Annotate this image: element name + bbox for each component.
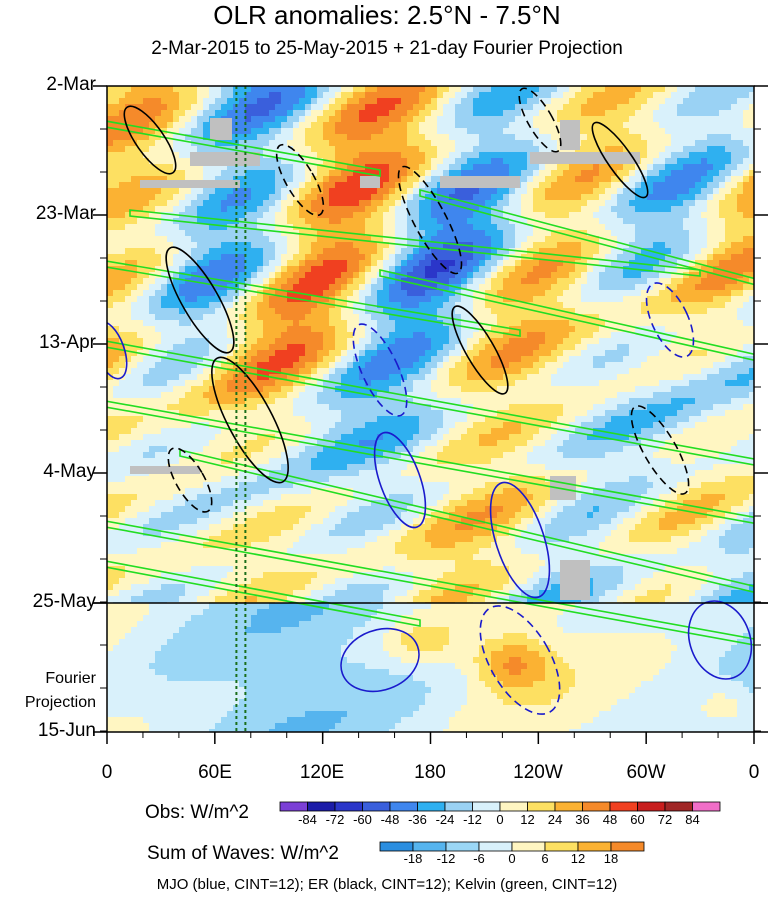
colorbar-tick-label: -6 [473, 851, 485, 866]
colorbar-tick-label: -12 [436, 851, 456, 866]
mjo-contour [373, 431, 427, 529]
colorbar-tick-label: 0 [508, 851, 516, 866]
x-tick-label: 0 [101, 762, 113, 783]
kelvin-contour [379, 269, 754, 361]
observed-olr-field [107, 86, 754, 603]
er-contour [451, 305, 509, 395]
kelvin-contour [107, 120, 381, 177]
colorbars [279, 801, 721, 852]
colorbar-swatch [692, 801, 721, 812]
mjo-contour [340, 627, 420, 693]
colorbar-tick-label: 60 [630, 812, 645, 827]
obs-colorbar-label: Obs: W/m^2 [145, 802, 249, 823]
fourier-label: Fourier [45, 670, 96, 687]
colorbar-swatch [472, 801, 501, 812]
mjo-contour [352, 323, 408, 417]
er-contour [211, 356, 289, 484]
er-contour [397, 165, 463, 275]
colorbar-swatch [478, 841, 513, 852]
colorbar-swatch [412, 841, 447, 852]
colorbar-tick-label: 0 [496, 812, 504, 827]
colorbar-tick-label: -36 [408, 812, 427, 827]
y-tick-label: 25-May [32, 591, 96, 612]
chart-subtitle: 2-Mar-2015 to 25-May-2015 + 21-day Fouri… [151, 38, 623, 59]
colorbar-swatch [527, 801, 556, 812]
mjo-contour [479, 605, 561, 715]
y-tick-label: 15-Jun [37, 720, 96, 741]
er-contour [167, 447, 213, 513]
er-contour [591, 121, 649, 199]
wave-contours [107, 86, 754, 732]
colorbar-swatch [499, 801, 528, 812]
colorbar-tick-label: -48 [380, 812, 400, 827]
mjo-contour [489, 481, 551, 599]
colorbar-swatch [577, 841, 612, 852]
x-tick-label: 120E [299, 762, 345, 783]
kelvin-contour [107, 340, 754, 466]
colorbar-tick-label: -84 [298, 812, 317, 827]
er-contour [275, 143, 325, 217]
kelvin-contour [179, 448, 754, 594]
y-tick-label: 4-May [43, 461, 96, 482]
colorbar-tick-label: 72 [657, 812, 673, 827]
y-tick-label: 13-Apr [38, 332, 96, 353]
x-tick-label: 60E [198, 762, 232, 783]
colorbar-swatch [637, 801, 666, 812]
colorbar-swatch [445, 841, 480, 852]
colorbar-swatch [544, 841, 579, 852]
er-contour [518, 87, 562, 153]
colorbar-swatch [610, 841, 645, 852]
colorbar-tick-label: 18 [603, 851, 619, 866]
colorbar-swatch [334, 801, 363, 812]
kelvin-contour [107, 520, 754, 646]
colorbar-swatch [511, 841, 546, 852]
colorbar-tick-label: 12 [570, 851, 586, 866]
y-tick-label: 23-Mar [35, 203, 96, 224]
chart-title: OLR anomalies: 2.5°N - 7.5°N [213, 0, 561, 30]
colorbar-swatch [664, 801, 693, 812]
kelvin-contour [419, 188, 754, 286]
colorbar-swatch [554, 801, 583, 812]
projected-olr-field [107, 603, 754, 732]
colorbar-tick-label: 48 [602, 812, 618, 827]
kelvin-contour [107, 400, 754, 524]
mjo-contour [107, 320, 128, 380]
colorbar-tick-label: 36 [575, 812, 590, 827]
colorbar-swatch [307, 801, 336, 812]
colorbar-tick-label: -60 [353, 812, 372, 827]
colorbar-swatch [279, 801, 308, 812]
er-contour [630, 405, 690, 495]
x-tick-label: 60W [626, 762, 666, 783]
plot-frame [93, 85, 768, 744]
colorbar-swatch [362, 801, 391, 812]
colorbar-swatch [417, 801, 446, 812]
colorbar-tick-label: 84 [685, 812, 700, 827]
colorbar-swatch [389, 801, 418, 812]
colorbar-tick-label: -18 [403, 851, 423, 866]
projection-label: Projection [24, 694, 96, 711]
colorbar-tick-label: -24 [435, 812, 455, 827]
colorbar-tick-label: -12 [463, 812, 482, 827]
kelvin-contour [107, 260, 521, 337]
x-tick-label: 0 [748, 762, 760, 783]
waves-colorbar-label: Sum of Waves: W/m^2 [147, 843, 339, 864]
x-tick-label: 120W [513, 762, 563, 783]
colorbar-swatch [379, 841, 414, 852]
footnote: MJO (blue, CINT=12); ER (black, CINT=12)… [156, 876, 618, 893]
er-contour [123, 105, 177, 175]
colorbar-tick-label: 12 [520, 812, 535, 827]
colorbar-swatch [582, 801, 611, 812]
colorbar-swatch [444, 801, 473, 812]
colorbar-tick-label: 6 [541, 851, 549, 866]
colorbar-tick-label: -72 [325, 812, 345, 827]
er-contour [165, 246, 235, 354]
colorbar-tick-label: 24 [547, 812, 563, 827]
colorbar-swatch [609, 801, 638, 812]
kelvin-contour [129, 209, 701, 277]
kelvin-contour [107, 560, 421, 627]
x-tick-label: 180 [414, 762, 446, 783]
y-tick-label: 2-Mar [46, 74, 96, 95]
mjo-contour [645, 282, 695, 358]
